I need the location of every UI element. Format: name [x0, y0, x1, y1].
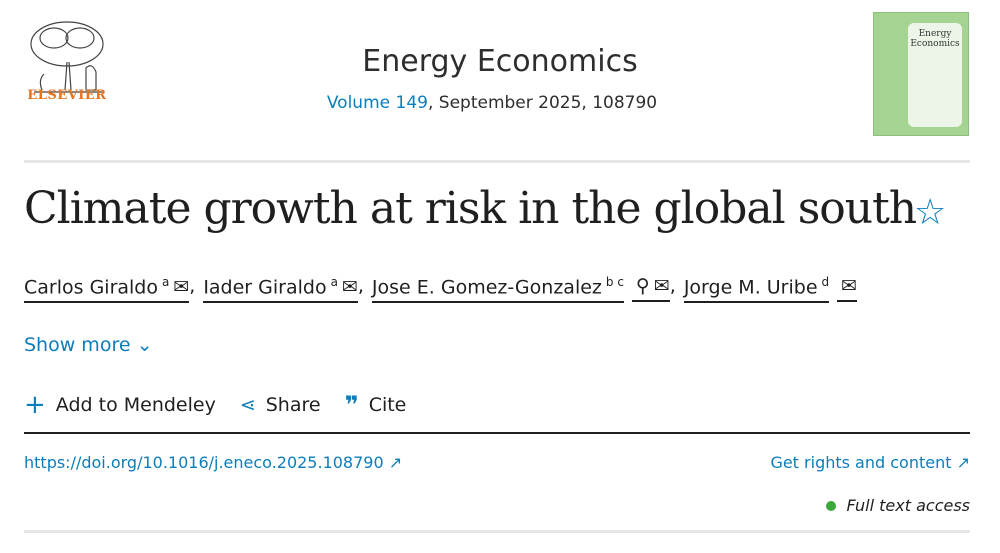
author-link[interactable]: Iader Giraldo a ✉ [203, 275, 358, 304]
email-icon[interactable]: ✉ [841, 275, 858, 297]
divider [24, 160, 970, 163]
volume-link[interactable]: Volume 149 [326, 93, 428, 113]
person-icon[interactable]: ⚲ [635, 275, 650, 297]
external-link-icon: ↗ [388, 453, 403, 472]
divider [24, 432, 970, 434]
divider [24, 530, 970, 533]
rights-link[interactable]: Get rights and content ↗ [770, 453, 970, 472]
share-icon: ⋖ [239, 394, 256, 416]
share-button[interactable]: ⋖ Share [239, 394, 321, 416]
external-link-icon: ↗ [956, 453, 970, 472]
add-to-mendeley-button[interactable]: + Add to Mendeley [24, 390, 216, 420]
issue-info: , September 2025, 108790 [427, 93, 658, 113]
access-status: Full text access [826, 496, 970, 515]
email-link[interactable]: ✉ [837, 275, 858, 302]
plus-icon: + [24, 390, 46, 420]
email-icon[interactable]: ✉ [341, 276, 358, 299]
author-icons[interactable]: ⚲ ✉ [631, 275, 670, 302]
article-actions: + Add to Mendeley ⋖ Share ❞ Cite [24, 390, 406, 420]
volume-info: Volume 149, September 2025, 108790 [0, 93, 984, 113]
author-link[interactable]: Jorge M. Uribe d [683, 275, 830, 304]
email-icon[interactable]: ✉ [173, 276, 190, 299]
email-icon[interactable]: ✉ [653, 275, 670, 297]
chevron-down-icon: ⌄ [136, 334, 153, 356]
author-link[interactable]: Carlos Giraldo a ✉ [24, 275, 190, 304]
cover-title: Energy Economics [908, 23, 962, 127]
journal-title[interactable]: Energy Economics [362, 44, 638, 79]
journal-cover[interactable]: Energy Economics [873, 12, 969, 136]
cite-button[interactable]: ❞ Cite [344, 391, 407, 419]
elsevier-tree-logo[interactable] [24, 10, 110, 106]
article-title: Climate growth at risk in the global sou… [24, 183, 917, 234]
show-more-button[interactable]: Show more ⌄ [24, 334, 153, 356]
elsevier-wordmark: ELSEVIER [27, 88, 107, 103]
author-link[interactable]: Jose E. Gomez-Gonzalez b c [371, 275, 624, 304]
quote-icon: ❞ [344, 391, 359, 419]
status-dot-icon [826, 500, 837, 511]
doi-link[interactable]: https://doi.org/10.1016/j.eneco.2025.108… [24, 453, 403, 472]
author-list: Carlos Giraldo a ✉, Iader Giraldo a ✉, Jose … [24, 275, 858, 304]
star-icon[interactable]: ☆ [914, 192, 947, 233]
